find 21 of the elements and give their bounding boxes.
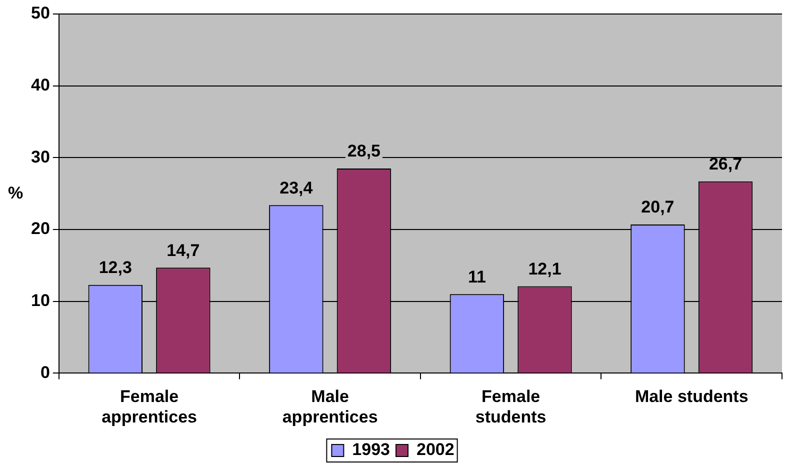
data-label: 12,1 (528, 259, 562, 278)
data-label: 28,5 (347, 142, 381, 161)
data-label: 26,7 (708, 154, 742, 174)
data-label: 12,3 (98, 258, 132, 278)
data-label: 11 (468, 267, 486, 286)
y-tick-label: 40 (30, 76, 50, 95)
y-tick-label: 0 (40, 362, 50, 382)
data-label: 20,7 (641, 198, 674, 217)
x-tick-label: Male apprentices (282, 387, 378, 426)
y-tick-label: 10 (30, 291, 50, 310)
data-label: 23,4 (280, 178, 314, 198)
y-axis-title: % (8, 183, 24, 202)
legend-label: 1993 (352, 440, 390, 460)
x-tick-label: Female apprentices (102, 387, 198, 426)
y-tick-label: 20 (30, 219, 50, 238)
y-tick-label: 30 (30, 147, 50, 166)
x-tick-label: Female students (475, 387, 546, 426)
legend-label: 2002 (416, 440, 454, 460)
x-tick-label: Male students (634, 387, 748, 406)
data-label: 14,7 (166, 240, 200, 260)
y-tick-label: 50 (30, 4, 50, 23)
